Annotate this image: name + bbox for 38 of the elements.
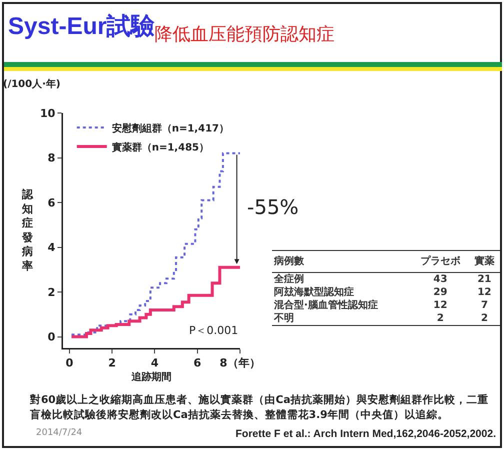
- x-axis-title: 追跡期間: [130, 370, 172, 383]
- text: 12: [476, 286, 492, 299]
- x-tick-label: 4: [150, 356, 159, 370]
- text: (/100人·年): [3, 78, 60, 90]
- text: -55%: [247, 195, 299, 219]
- chart-title: Syst-Eur試驗: [8, 13, 155, 40]
- y-tick-label: 4: [48, 241, 56, 254]
- y-tick-label: 6: [48, 196, 56, 210]
- y-tick-label: 2: [48, 286, 56, 299]
- x-tick-label: 8（年）: [220, 356, 260, 370]
- y-tick-label: 0: [48, 330, 56, 344]
- text: 病例數: [272, 250, 412, 272]
- x-tick-label: 0: [66, 356, 74, 370]
- text: 21: [476, 273, 492, 286]
- text: 實薬: [468, 250, 500, 272]
- text: 全症例: [273, 272, 305, 286]
- text: 混合型·腦血管性認知症: [273, 299, 379, 312]
- text: 阿玆海默型認知症: [273, 286, 355, 299]
- text: 2014/7/24: [36, 428, 82, 438]
- text: 29: [432, 286, 448, 299]
- text: Forette F et al.: Arch Intern Med,162,2046-2052,2002.: [236, 428, 496, 440]
- text: 對60歲以上之收縮期高血压患者、施以實薬群（由Ca拮抗薬開始）與安慰劑組群作比較，二重盲檢比較試驗後將安慰劑改以Ca拮抗薬去替換、整體需花3.9年間（中央值）以追綜。: [30, 393, 490, 423]
- y-axis-title: 認知症發病率: [21, 188, 34, 272]
- legend-label: 實薬群（n=1,485）: [110, 141, 209, 154]
- text: 2: [412, 312, 469, 326]
- text: 7: [480, 299, 489, 312]
- annotation: P＜0.001: [189, 324, 238, 337]
- x-tick-label: 2: [108, 356, 116, 370]
- y-tick-label: 8: [48, 152, 56, 165]
- y-tick-label: 10: [40, 106, 56, 120]
- text: 43: [432, 273, 448, 286]
- text: プラセボ: [412, 250, 469, 272]
- legend-label: 安慰劑組群（n=1,417）: [112, 122, 229, 134]
- chart-subtitle: 降低血压能預防認知症: [154, 24, 335, 45]
- text: 12: [432, 299, 448, 312]
- x-tick-label: 6: [194, 356, 202, 370]
- text: 2: [468, 312, 500, 326]
- text: 不明: [272, 312, 412, 326]
